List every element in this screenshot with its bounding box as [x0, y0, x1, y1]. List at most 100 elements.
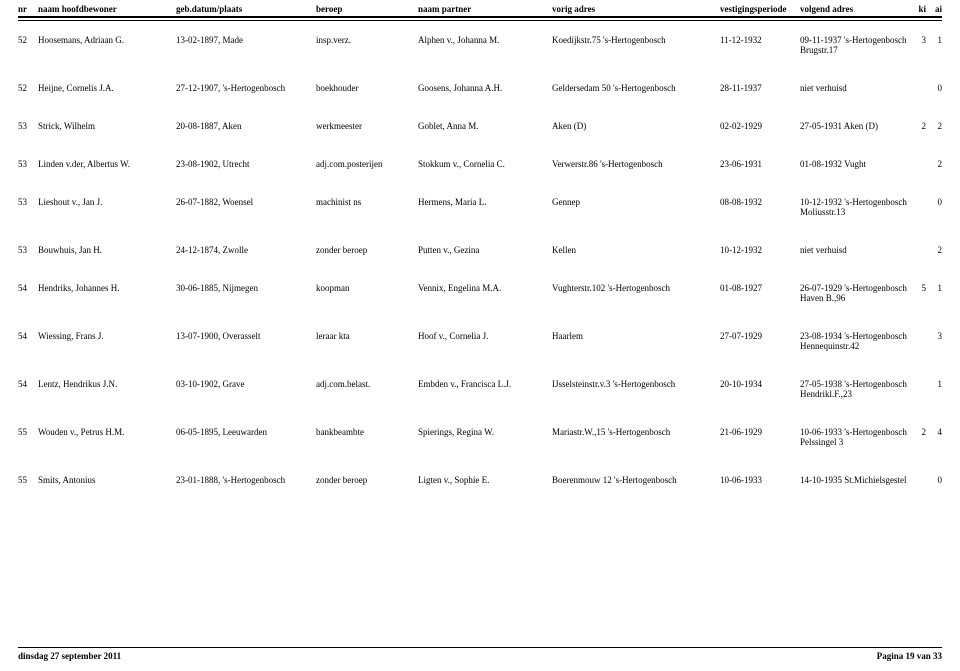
cell-geb: 26-07-1882, Woensel	[176, 197, 316, 207]
cell-ai: 0	[926, 475, 942, 485]
cell-naam: Bouwhuis, Jan H.	[38, 245, 176, 255]
cell-volg: 09-11-1937 's-Hertogenbosch Brugstr.17	[800, 35, 908, 55]
table-row: 53Strick, Wilhelm20-08-1887, Akenwerkmee…	[18, 121, 942, 131]
cell-volg: 10-06-1933 's-Hertogenbosch Pelssingel 3	[800, 427, 908, 447]
cell-ai: 2	[926, 121, 942, 131]
cell-vest: 11-12-1932	[720, 35, 800, 45]
cell-nr: 52	[18, 83, 38, 93]
cell-volg: niet verhuisd	[800, 83, 908, 93]
cell-ai: 2	[926, 245, 942, 255]
cell-partner: Spierings, Regina W.	[418, 427, 552, 437]
cell-geb: 30-06-1885, Nijmegen	[176, 283, 316, 293]
col-ai: ai	[926, 4, 942, 14]
page-footer: dinsdag 27 september 2011 Pagina 19 van …	[18, 647, 942, 661]
cell-volg: 01-08-1932 Vught	[800, 159, 908, 169]
cell-partner: Hermens, Maria L.	[418, 197, 552, 207]
cell-vest: 21-06-1929	[720, 427, 800, 437]
cell-volg: niet verhuisd	[800, 245, 908, 255]
cell-nr: 52	[18, 35, 38, 45]
cell-vest: 28-11-1937	[720, 83, 800, 93]
cell-geb: 13-07-1900, Overasselt	[176, 331, 316, 341]
cell-geb: 27-12-1907, 's-Hertogenbosch	[176, 83, 316, 93]
cell-beroep: werkmeester	[316, 121, 418, 131]
cell-nr: 53	[18, 245, 38, 255]
cell-partner: Alphen v., Johanna M.	[418, 35, 552, 45]
table-row: 54Hendriks, Johannes H.30-06-1885, Nijme…	[18, 283, 942, 303]
cell-naam: Heijne, Cornelis J.A.	[38, 83, 176, 93]
col-naam: naam hoofdbewoner	[38, 4, 176, 14]
cell-nr: 54	[18, 331, 38, 341]
table-row: 52Heijne, Cornelis J.A.27-12-1907, 's-He…	[18, 83, 942, 93]
cell-volg: 14-10-1935 St.Michielsgestel	[800, 475, 908, 485]
cell-partner: Goosens, Johanna A.H.	[418, 83, 552, 93]
cell-vorig: Geldersedam 50 's-Hertogenbosch	[552, 83, 720, 93]
cell-partner: Vennix, Engelina M.A.	[418, 283, 552, 293]
cell-beroep: bankbeambte	[316, 427, 418, 437]
col-geb: geb.datum/plaats	[176, 4, 316, 14]
cell-ai: 1	[926, 379, 942, 389]
table-row: 55Wouden v., Petrus H.M.06-05-1895, Leeu…	[18, 427, 942, 447]
cell-beroep: machinist ns	[316, 197, 418, 207]
cell-ki: 3	[908, 35, 926, 45]
cell-nr: 53	[18, 159, 38, 169]
cell-nr: 54	[18, 379, 38, 389]
footer-page: Pagina 19 van 33	[877, 651, 942, 661]
cell-geb: 20-08-1887, Aken	[176, 121, 316, 131]
cell-vest: 20-10-1934	[720, 379, 800, 389]
cell-partner: Ligten v., Sophie E.	[418, 475, 552, 485]
cell-beroep: zonder beroep	[316, 475, 418, 485]
cell-beroep: zonder beroep	[316, 245, 418, 255]
cell-ki: 2	[908, 427, 926, 437]
col-vorig: vorig adres	[552, 4, 720, 14]
page: nr naam hoofdbewoner geb.datum/plaats be…	[0, 0, 960, 671]
cell-geb: 06-05-1895, Leeuwarden	[176, 427, 316, 437]
cell-ki: 5	[908, 283, 926, 293]
cell-partner: Goblet, Anna M.	[418, 121, 552, 131]
cell-geb: 03-10-1902, Grave	[176, 379, 316, 389]
cell-ai: 2	[926, 159, 942, 169]
cell-volg: 27-05-1938 's-Hertogenbosch Hendrikl.F.,…	[800, 379, 908, 399]
cell-naam: Wiessing, Frans J.	[38, 331, 176, 341]
cell-geb: 23-01-1888, 's-Hertogenbosch	[176, 475, 316, 485]
col-beroep: beroep	[316, 4, 418, 14]
table-row: 53Linden v.der, Albertus W.23-08-1902, U…	[18, 159, 942, 169]
header-rule-thin	[18, 20, 942, 21]
cell-partner: Hoof v., Cornelia J.	[418, 331, 552, 341]
cell-vorig: Mariastr.W.,15 's-Hertogenbosch	[552, 427, 720, 437]
cell-vorig: IJsselsteinstr.v.3 's-Hertogenbosch	[552, 379, 720, 389]
cell-vorig: Vughterstr.102 's-Hertogenbosch	[552, 283, 720, 293]
cell-ai: 3	[926, 331, 942, 341]
cell-partner: Stokkum v., Cornelia C.	[418, 159, 552, 169]
cell-geb: 23-08-1902, Utrecht	[176, 159, 316, 169]
cell-naam: Lieshout v., Jan J.	[38, 197, 176, 207]
cell-beroep: leraar kta	[316, 331, 418, 341]
cell-volg: 26-07-1929 's-Hertogenbosch Haven B.,96	[800, 283, 908, 303]
table-row: 54Wiessing, Frans J.13-07-1900, Overasse…	[18, 331, 942, 351]
cell-nr: 55	[18, 427, 38, 437]
cell-vorig: Verwerstr.86 's-Hertogenbosch	[552, 159, 720, 169]
cell-vorig: Koedijkstr.75 's-Hertogenbosch	[552, 35, 720, 45]
cell-geb: 13-02-1897, Made	[176, 35, 316, 45]
cell-naam: Hendriks, Johannes H.	[38, 283, 176, 293]
col-volg: volgend adres	[800, 4, 908, 14]
cell-vorig: Gennep	[552, 197, 720, 207]
table-header: nr naam hoofdbewoner geb.datum/plaats be…	[18, 0, 942, 16]
cell-partner: Putten v., Gezina	[418, 245, 552, 255]
cell-vest: 02-02-1929	[720, 121, 800, 131]
cell-naam: Hoosemans, Adriaan G.	[38, 35, 176, 45]
col-nr: nr	[18, 4, 38, 14]
cell-geb: 24-12-1874, Zwolle	[176, 245, 316, 255]
cell-vest: 01-08-1927	[720, 283, 800, 293]
table-row: 52Hoosemans, Adriaan G.13-02-1897, Madei…	[18, 35, 942, 55]
footer-date: dinsdag 27 september 2011	[18, 651, 121, 661]
table-row: 53Lieshout v., Jan J.26-07-1882, Woensel…	[18, 197, 942, 217]
cell-nr: 54	[18, 283, 38, 293]
cell-vest: 08-08-1932	[720, 197, 800, 207]
cell-volg: 10-12-1932 's-Hertogenbosch Moliusstr.13	[800, 197, 908, 217]
cell-volg: 27-05-1931 Aken (D)	[800, 121, 908, 131]
table-body: 52Hoosemans, Adriaan G.13-02-1897, Madei…	[18, 35, 942, 485]
cell-beroep: insp.verz.	[316, 35, 418, 45]
cell-naam: Smits, Antonius	[38, 475, 176, 485]
cell-ai: 1	[926, 35, 942, 45]
table-row: 53Bouwhuis, Jan H.24-12-1874, Zwollezond…	[18, 245, 942, 255]
